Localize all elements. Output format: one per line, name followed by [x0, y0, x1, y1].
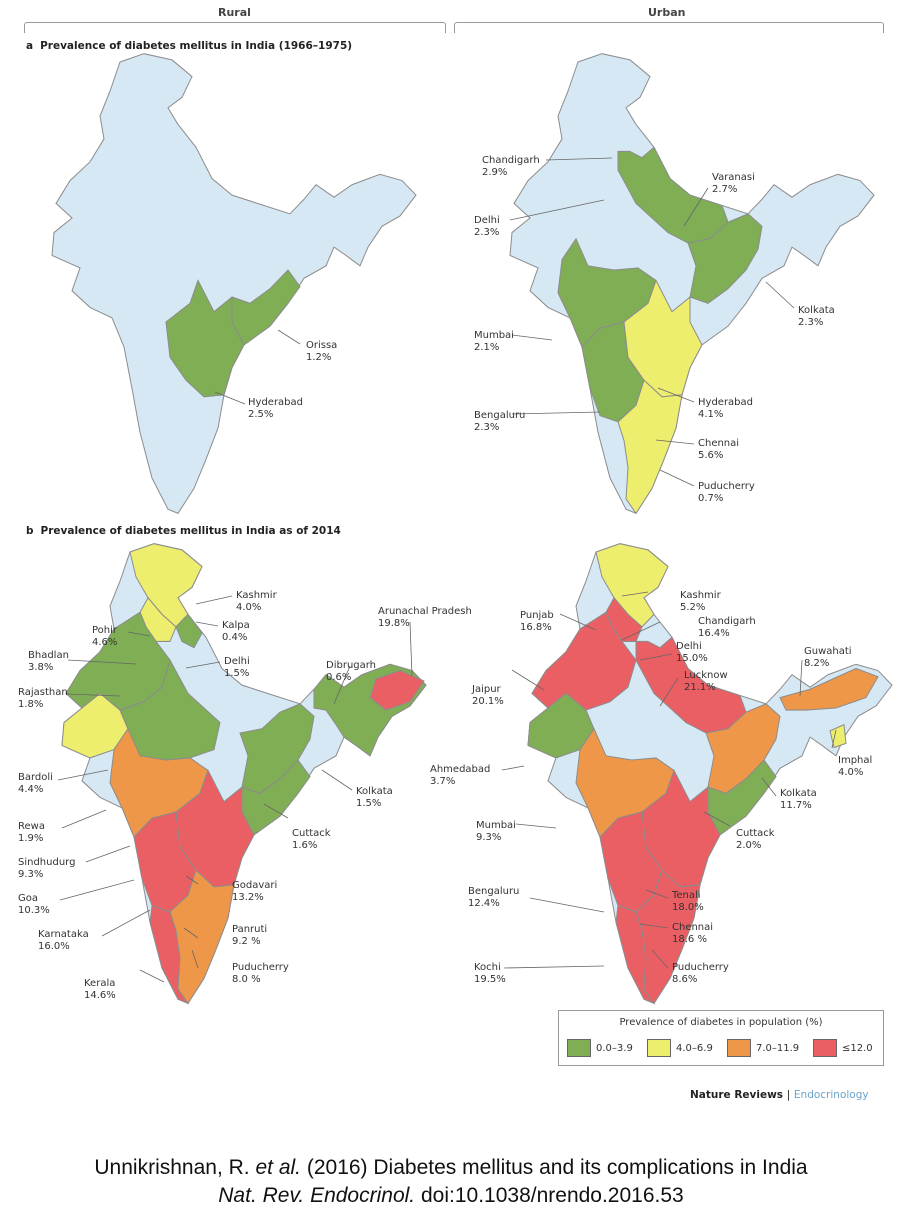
label-b-rural-rewa: Rewa 1.9%	[18, 821, 45, 844]
journal-name: Nature Reviews	[690, 1089, 784, 1101]
legend-swatch-0	[567, 1039, 591, 1057]
map-a-urban	[509, 53, 875, 514]
urban-column-header: Urban	[648, 6, 686, 19]
label-b-rural-bhadlan: Bhadlan 3.8%	[28, 650, 69, 673]
label-a-urban-delhi: Delhi 2.3%	[474, 215, 500, 238]
panel-b-title: b Prevalence of diabetes mellitus in Indi…	[26, 525, 341, 537]
panel-a-letter: a	[26, 40, 34, 52]
map-a-rural	[51, 53, 417, 514]
legend-item-3: ≤12.0	[813, 1039, 873, 1057]
label-b-rural-cuttack: Cuttack 1.6%	[292, 828, 331, 851]
label-a-urban-chennai: Chennai 5.6%	[698, 438, 740, 461]
label-b-rural-sindhudurg: Sindhudurg 9.3%	[18, 857, 76, 880]
label-a-rural-orissa: Orissa 1.2%	[306, 340, 338, 363]
map-b-urban	[527, 543, 893, 1004]
label-b-rural-bardoli: Bardoli 4.4%	[18, 772, 53, 795]
label-a-urban-chandigarh: Chandigarh 2.9%	[482, 155, 540, 178]
rural-column-bracket	[24, 22, 446, 33]
panel-a-title-text: Prevalence of diabetes mellitus in India…	[40, 40, 353, 52]
label-b-urban-bengaluru: Bengaluru 12.4%	[468, 886, 520, 909]
legend-swatch-2	[727, 1039, 751, 1057]
label-b-rural-dibrugarh: Dibrugarh 0.6%	[326, 660, 377, 683]
label-b-urban-jaipur: Jaipur 20.1%	[472, 684, 504, 707]
label-a-urban-puducherry: Puducherry 0.7%	[698, 481, 755, 504]
label-b-urban-kochi: Kochi 19.5%	[474, 962, 506, 985]
label-b-urban-punjab: Punjab 16.8%	[520, 610, 554, 633]
label-b-urban-mumbai: Mumbai 9.3%	[476, 820, 516, 843]
map-b-rural	[61, 543, 427, 1004]
label-b-rural-panruti: Panruti 9.2 %	[232, 924, 268, 947]
label-b-rural-kashmir: Kashmir 4.0%	[236, 590, 277, 613]
label-b-rural-rajasthan: Rajasthan 1.8%	[18, 687, 68, 710]
label-a-urban-hyderabad: Hyderabad 4.1%	[698, 397, 753, 420]
label-b-rural-delhi: Delhi 1.5%	[224, 656, 250, 679]
urban-column-bracket	[454, 22, 884, 33]
label-b-urban-kolkata: Kolkata 11.7%	[780, 788, 817, 811]
legend-swatch-1	[647, 1039, 671, 1057]
legend-swatch-3	[813, 1039, 837, 1057]
label-b-urban-chandigarh: Chandigarh 16.4%	[698, 616, 756, 639]
label-b-rural-karnataka: Karnataka 16.0%	[38, 929, 89, 952]
label-a-urban-mumbai: Mumbai 2.1%	[474, 330, 514, 353]
label-b-urban-guwahati: Guwahati 8.2%	[804, 646, 852, 669]
label-a-urban-varanasi: Varanasi 2.7%	[712, 172, 755, 195]
label-b-urban-chennai: Chennai 18.6 %	[672, 922, 714, 945]
journal-separator: |	[786, 1089, 791, 1101]
label-b-rural-puducherry: Puducherry 8.0 %	[232, 962, 289, 985]
legend-item-0: 0.0–3.9	[567, 1039, 633, 1057]
label-b-rural-goa: Goa 10.3%	[18, 893, 50, 916]
legend-item-2: 7.0–11.9	[727, 1039, 799, 1057]
citation-line-1: Unnikrishnan, R. et al. (2016) Diabetes …	[94, 1156, 808, 1179]
label-a-urban-kolkata: Kolkata 2.3%	[798, 305, 835, 328]
panel-a-title: a Prevalence of diabetes mellitus in Indi…	[26, 40, 352, 52]
label-b-rural-kerala: Kerala 14.6%	[84, 978, 116, 1001]
label-b-urban-cuttack: Cuttack 2.0%	[736, 828, 775, 851]
label-b-rural-kolkata: Kolkata 1.5%	[356, 786, 393, 809]
citation-line-2: Nat. Rev. Endocrinol. doi:10.1038/nrendo…	[218, 1184, 684, 1207]
rural-column-header: Rural	[218, 6, 251, 19]
label-b-urban-tenali: Tenali 18.0%	[672, 890, 704, 913]
label-a-urban-bengaluru: Bengaluru 2.3%	[474, 410, 526, 433]
label-b-urban-delhi: Delhi 15.0%	[676, 641, 708, 664]
panel-b-letter: b	[26, 525, 34, 537]
label-b-rural-kalpa: Kalpa 0.4%	[222, 620, 250, 643]
label-b-urban-imphal: Imphal 4.0%	[838, 755, 873, 778]
map-legend: Prevalence of diabetes in population (%)…	[558, 1010, 884, 1066]
label-b-rural-arunachal-pradesh: Arunachal Pradesh 19.8%	[378, 606, 472, 629]
label-b-rural-pohir: Pohir 4.6%	[92, 625, 118, 648]
legend-title: Prevalence of diabetes in population (%)	[619, 1017, 823, 1028]
leader-lines	[57, 157, 837, 983]
journal-credit: Nature Reviews | Endocrinology	[690, 1089, 869, 1101]
journal-section: Endocrinology	[793, 1089, 869, 1101]
label-b-urban-kashmir: Kashmir 5.2%	[680, 590, 721, 613]
label-b-rural-godavari: Godavari 13.2%	[232, 880, 278, 903]
panel-b-title-text: Prevalence of diabetes mellitus in India…	[40, 525, 341, 537]
label-b-urban-lucknow: Lucknow 21.1%	[684, 670, 728, 693]
label-b-urban-puducherry: Puducherry 8.6%	[672, 962, 729, 985]
legend-item-1: 4.0–6.9	[647, 1039, 713, 1057]
label-a-rural-hyderabad: Hyderabad 2.5%	[248, 397, 303, 420]
label-b-urban-ahmedabad: Ahmedabad 3.7%	[430, 764, 491, 787]
